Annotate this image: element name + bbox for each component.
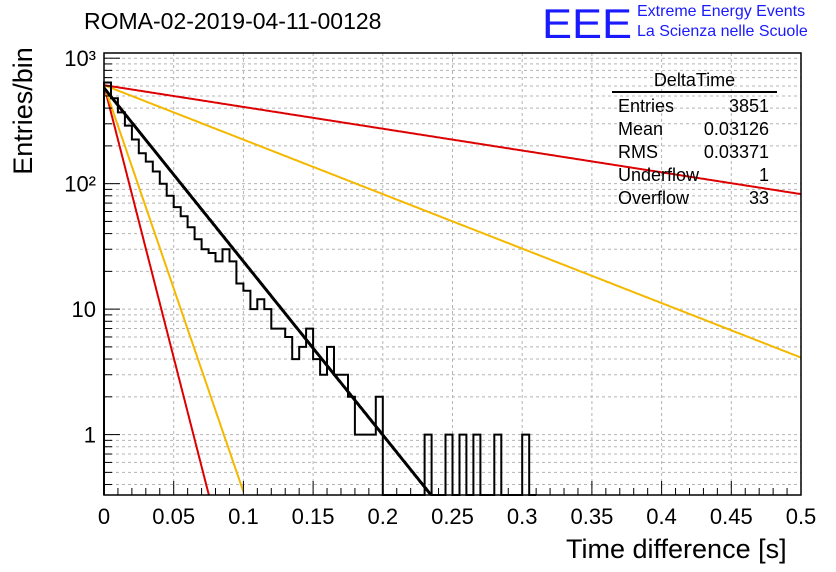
stats-label: Underflow — [618, 165, 700, 185]
stats-value: 0.03126 — [703, 119, 769, 139]
eee-logo-letters: EEE — [542, 2, 632, 42]
reference-line — [103, 84, 802, 359]
reference-line — [103, 84, 245, 493]
stats-value: 3851 — [728, 96, 769, 116]
stats-value: 33 — [748, 188, 769, 208]
fit-line — [102, 86, 433, 496]
reference-curves — [103, 84, 802, 496]
y-tick-label: 10² — [64, 172, 96, 197]
y-tick-label: 10³ — [64, 46, 96, 71]
stats-label: Entries — [618, 96, 675, 116]
eee-logo: EEE — [542, 2, 632, 42]
stats-title: DeltaTime — [612, 70, 777, 93]
y-axis-label: Entries/bin — [8, 47, 38, 175]
stats-row: Overflow 33 — [612, 187, 777, 210]
x-tick-label: 0.5 — [786, 504, 817, 529]
reference-line — [103, 84, 802, 196]
plot-border — [103, 52, 802, 496]
x-tick-label: 0.35 — [570, 504, 613, 529]
chart-title: ROMA-02-2019-04-11-00128 — [84, 8, 382, 34]
x-tick-label: 0.3 — [507, 504, 538, 529]
logo-line-1: Extreme Energy Events — [637, 3, 806, 20]
x-tick-label: 0.15 — [292, 504, 335, 529]
axes: 0 0.05 0.1 0.15 0.2 0.25 0.3 0.35 0.4 0.45 0.5 1 10 1… — [64, 46, 816, 529]
x-tick-label: 0.2 — [368, 504, 399, 529]
logo-line-2: La Scienza nelle Scuole — [637, 23, 808, 40]
stats-row: Entries 3851 — [612, 95, 777, 118]
stats-label: Overflow — [618, 188, 690, 208]
x-axis-label: Time difference [s] — [566, 534, 787, 564]
y-tick-label: 1 — [84, 423, 96, 448]
stats-row: RMS 0.03371 — [612, 141, 777, 164]
stats-row: Mean 0.03126 — [612, 118, 777, 141]
x-tick-label: 0.25 — [431, 504, 474, 529]
stats-label: Mean — [618, 119, 664, 139]
stats-row: Underflow 1 — [612, 164, 777, 187]
x-tick-label: 0.05 — [152, 504, 195, 529]
stats-value: 1 — [758, 165, 769, 185]
stats-value: 0.03371 — [703, 142, 769, 162]
histogram — [103, 81, 537, 496]
fit-curve — [102, 86, 433, 496]
x-tick-label: 0.4 — [646, 504, 677, 529]
x-tick-label: 0.45 — [710, 504, 753, 529]
reference-line — [103, 84, 210, 496]
x-tick-label: 0.1 — [228, 504, 259, 529]
stats-label: RMS — [618, 142, 658, 162]
x-tick-label: 0 — [98, 504, 110, 529]
y-tick-label: 10 — [72, 297, 96, 322]
histogram-outline — [103, 81, 537, 496]
stats-box: DeltaTime Entries 3851 Mean 0.03126 RMS 0.0… — [612, 70, 777, 210]
